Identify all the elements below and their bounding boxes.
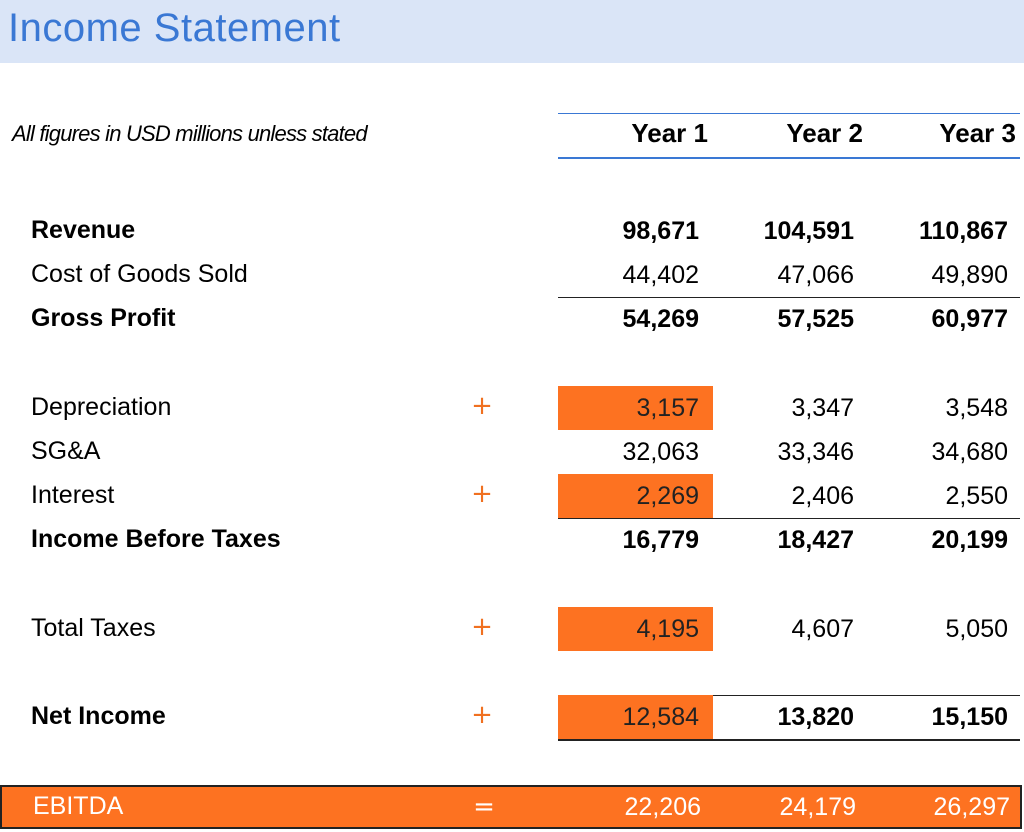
value-year-2: 3,347 (791, 394, 854, 422)
table-row-net-income: Net Income +12,584 13,820 15,150 (0, 695, 1024, 739)
table-row-income-before-taxes: Income Before Taxes 16,779 18,427 20,199 (0, 518, 1024, 562)
value-year-1: 2,269 (558, 474, 713, 518)
value-year-1: 32,063 (622, 438, 699, 466)
value-year-1: 44,402 (622, 261, 699, 289)
value-year-2: 24,179 (779, 793, 856, 821)
value-year-2: 13,820 (777, 703, 854, 731)
table-row-total-taxes: Total Taxes +4,195 4,607 5,050 (0, 607, 1024, 651)
value-year-1: 22,206 (624, 793, 701, 821)
table-row-interest: Interest +2,269 2,406 2,550 (0, 474, 1024, 518)
column-header-year-2: Year 2 (786, 118, 863, 148)
value-year-1: 4,195 (558, 607, 713, 651)
value-year-3: 5,050 (945, 615, 1008, 643)
value-year-1: 12,584 (558, 695, 713, 739)
value-year-3: 15,150 (931, 703, 1008, 731)
row-label: Revenue (31, 216, 136, 244)
value-year-2: 33,346 (777, 438, 854, 466)
header-top-rule (558, 113, 1020, 114)
title-band (0, 0, 1024, 63)
value-year-2: 47,066 (777, 261, 854, 289)
value-year-3: 2,550 (945, 482, 1008, 510)
row-label: Depreciation (31, 393, 172, 421)
value-year-2: 57,525 (777, 305, 854, 333)
rule-gross-profit (558, 297, 1020, 298)
header-bottom-rule (558, 157, 1020, 159)
row-label: Income Before Taxes (31, 525, 281, 553)
table-row-gross-profit: Gross Profit 54,269 57,525 60,977 (0, 297, 1024, 341)
row-label: SG&A (31, 437, 101, 465)
row-label: EBITDA (33, 792, 124, 820)
value-year-3: 20,199 (931, 526, 1008, 554)
table-row-cost-of-goods-sold: Cost of Goods Sold 44,402 47,066 49,890 (0, 253, 1024, 297)
value-year-2: 104,591 (763, 217, 854, 245)
value-year-1: 3,157 (558, 386, 713, 430)
row-label: Net Income (31, 702, 166, 730)
value-year-3: 60,977 (931, 305, 1008, 333)
row-label: Total Taxes (31, 614, 156, 642)
value-year-2: 4,607 (791, 615, 854, 643)
rule-income-before-taxes (558, 518, 1020, 519)
column-header-year-1: Year 1 (631, 118, 708, 148)
rule-net-income-top (558, 695, 1020, 696)
row-label: Gross Profit (31, 304, 176, 332)
table-row-ebitda: EBITDA = 22,206 24,179 26,297 (0, 785, 1022, 829)
column-header-year-3: Year 3 (939, 118, 1016, 148)
table-row-sg-a: SG&A 32,063 33,346 34,680 (0, 430, 1024, 474)
value-year-3: 110,867 (919, 217, 1008, 245)
value-year-2: 18,427 (777, 526, 854, 554)
table-row-depreciation: Depreciation +3,157 3,347 3,548 (0, 386, 1024, 430)
units-note: All figures in USD millions unless state… (12, 121, 368, 146)
value-year-1: 98,671 (622, 217, 699, 245)
value-year-3: 49,890 (931, 261, 1008, 289)
value-year-1: 54,269 (622, 305, 699, 333)
page-title: Income Statement (8, 6, 341, 50)
value-year-3: 34,680 (931, 438, 1008, 466)
equals-icon: = (473, 792, 495, 822)
table-row-revenue: Revenue 98,671 104,591 110,867 (0, 209, 1024, 253)
plus-icon: + (471, 479, 493, 509)
plus-icon: + (471, 700, 493, 730)
row-label: Interest (31, 481, 115, 509)
value-year-2: 2,406 (791, 482, 854, 510)
rule-net-income-bottom (558, 739, 1020, 741)
plus-icon: + (471, 612, 493, 642)
plus-icon: + (471, 391, 493, 421)
value-year-3: 26,297 (933, 793, 1010, 821)
row-label: Cost of Goods Sold (31, 260, 248, 288)
value-year-3: 3,548 (945, 394, 1008, 422)
value-year-1: 16,779 (622, 526, 699, 554)
